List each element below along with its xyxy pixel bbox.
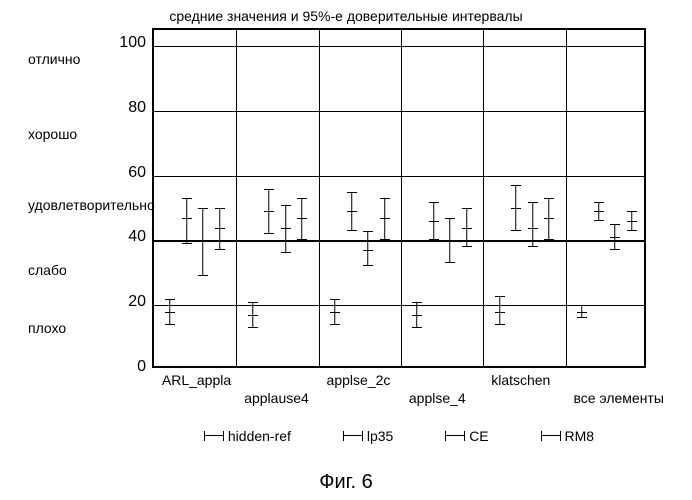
legend-item: CE — [445, 428, 488, 444]
error-bar — [281, 205, 291, 254]
error-bar — [429, 202, 439, 241]
error-bar — [445, 218, 455, 263]
gridline-v — [236, 30, 237, 366]
error-bar — [462, 208, 472, 247]
x-category-label: applse_4 — [409, 390, 466, 406]
error-bar — [380, 198, 390, 240]
error-bar — [347, 192, 357, 231]
gridline-h — [154, 240, 644, 242]
gridline-h — [154, 176, 644, 177]
error-bar — [495, 296, 505, 325]
chart-title: средние значения и 95%-е доверительные и… — [0, 8, 692, 24]
error-bar — [577, 305, 587, 318]
error-bar — [511, 185, 521, 230]
x-category-label: klatschen — [491, 372, 550, 388]
y-tick-label: 100 — [106, 34, 146, 52]
gridline-v — [483, 30, 484, 366]
error-bar — [544, 198, 554, 240]
error-bar — [215, 208, 225, 250]
y-category-label: плохо — [28, 320, 66, 336]
x-category-label: ARL_appla — [162, 372, 231, 388]
legend-row: hidden-ref lp35 CE RM8 — [152, 428, 646, 444]
error-bar — [610, 224, 620, 250]
x-category-label: applause4 — [244, 390, 309, 406]
error-bar — [330, 299, 340, 325]
error-bar — [165, 299, 175, 325]
legend-glyph-icon — [445, 431, 465, 441]
gridline-v — [319, 30, 320, 366]
y-tick-label: 20 — [106, 293, 146, 311]
error-bar — [182, 198, 192, 243]
y-category-label: слабо — [28, 262, 67, 278]
y-tick-label: 80 — [106, 99, 146, 117]
legend-label: RM8 — [565, 428, 595, 444]
error-bar — [198, 208, 208, 276]
y-tick-label: 0 — [106, 358, 146, 376]
figure-caption: Фиг. 6 — [0, 471, 692, 494]
error-bar — [627, 211, 637, 230]
error-bar — [412, 302, 422, 328]
y-tick-label: 40 — [106, 228, 146, 246]
legend-glyph-icon — [204, 431, 224, 441]
legend-label: hidden-ref — [228, 428, 291, 444]
gridline-v — [401, 30, 402, 366]
legend-item: lp35 — [343, 428, 393, 444]
error-bar — [528, 202, 538, 247]
legend-item: hidden-ref — [204, 428, 291, 444]
legend-label: lp35 — [367, 428, 393, 444]
error-bar — [594, 202, 604, 221]
plot-area — [152, 28, 646, 368]
y-category-label: удовлетворительно — [28, 197, 155, 213]
gridline-h — [154, 111, 644, 112]
legend-glyph-icon — [541, 431, 561, 441]
error-bar — [297, 198, 307, 240]
error-bar — [248, 302, 258, 328]
gridline-h — [154, 46, 644, 47]
y-category-label: отлично — [28, 51, 80, 67]
x-category-label: все элементы — [574, 390, 664, 406]
legend-item: RM8 — [541, 428, 595, 444]
x-category-label: applse_2c — [327, 372, 391, 388]
gridline-h — [154, 305, 644, 306]
gridline-v — [566, 30, 567, 366]
y-tick-label: 60 — [106, 164, 146, 182]
y-category-label: хорошо — [28, 126, 77, 142]
error-bar — [264, 189, 274, 234]
error-bar — [363, 231, 373, 267]
legend-label: CE — [469, 428, 488, 444]
legend-glyph-icon — [343, 431, 363, 441]
